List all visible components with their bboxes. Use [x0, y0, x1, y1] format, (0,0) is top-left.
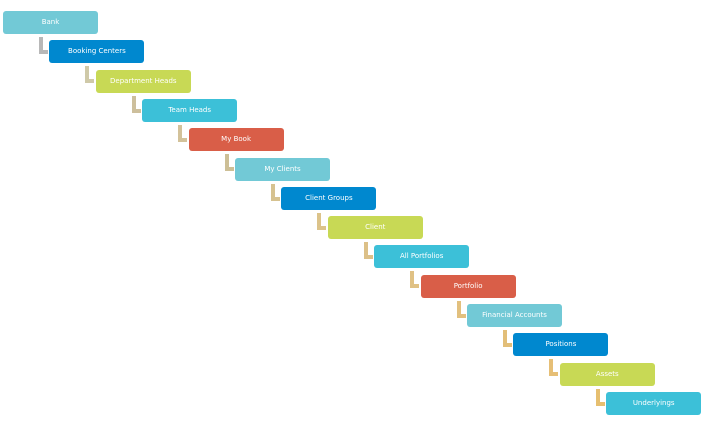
hierarchy-node: Client	[327, 216, 423, 240]
connector-horizontal	[595, 401, 605, 406]
hierarchy-node: Portfolio	[420, 274, 516, 298]
connector-vertical	[131, 95, 136, 113]
hierarchy-node: Financial Accounts	[467, 304, 562, 327]
connector-horizontal	[363, 255, 373, 260]
connector-vertical	[456, 300, 461, 318]
connector-elbow	[85, 66, 95, 84]
connector-horizontal	[317, 225, 327, 230]
connector-horizontal	[549, 372, 559, 377]
connector-horizontal	[456, 313, 466, 318]
hierarchy-node: All Portfolios	[374, 245, 470, 269]
connector-horizontal	[503, 343, 512, 347]
connector-vertical	[317, 212, 322, 230]
connector-elbow	[410, 271, 420, 289]
connector-elbow	[456, 300, 466, 318]
connector-vertical	[363, 242, 368, 260]
hierarchy-node: Booking Centers	[49, 40, 145, 64]
hierarchy-node: Client Groups	[281, 186, 377, 210]
connector-elbow	[224, 154, 234, 172]
connector-vertical	[39, 37, 43, 54]
connector-elbow	[363, 242, 373, 260]
hierarchy-node: Bank	[3, 11, 98, 34]
hierarchy-node: My Clients	[235, 157, 330, 181]
hierarchy-node: My Book	[188, 128, 284, 152]
connector-vertical	[595, 388, 600, 406]
connector-vertical	[224, 154, 229, 172]
connector-elbow	[317, 212, 327, 230]
connector-horizontal	[224, 167, 234, 172]
connector-horizontal	[410, 284, 420, 289]
connector-elbow	[549, 359, 559, 377]
connector-horizontal	[39, 50, 48, 54]
connector-elbow	[271, 183, 280, 201]
connector-horizontal	[271, 196, 280, 201]
hierarchy-node: Department Heads	[95, 69, 191, 93]
hierarchy-node: Team Heads	[142, 98, 238, 122]
connector-horizontal	[85, 79, 95, 84]
connector-vertical	[271, 183, 275, 201]
connector-horizontal	[178, 137, 188, 142]
connector-elbow	[595, 388, 605, 406]
connector-vertical	[549, 359, 554, 377]
connector-vertical	[410, 271, 415, 289]
hierarchy-node: Positions	[513, 333, 609, 357]
hierarchy-node: Assets	[559, 362, 655, 386]
hierarchy-node: Underlyings	[606, 391, 702, 415]
connector-elbow	[178, 124, 188, 142]
connector-elbow	[131, 95, 141, 113]
connector-vertical	[503, 330, 507, 347]
connector-vertical	[85, 66, 90, 84]
connector-vertical	[178, 124, 183, 142]
connector-elbow	[503, 330, 512, 347]
connector-horizontal	[131, 108, 141, 113]
connector-elbow	[39, 37, 48, 54]
